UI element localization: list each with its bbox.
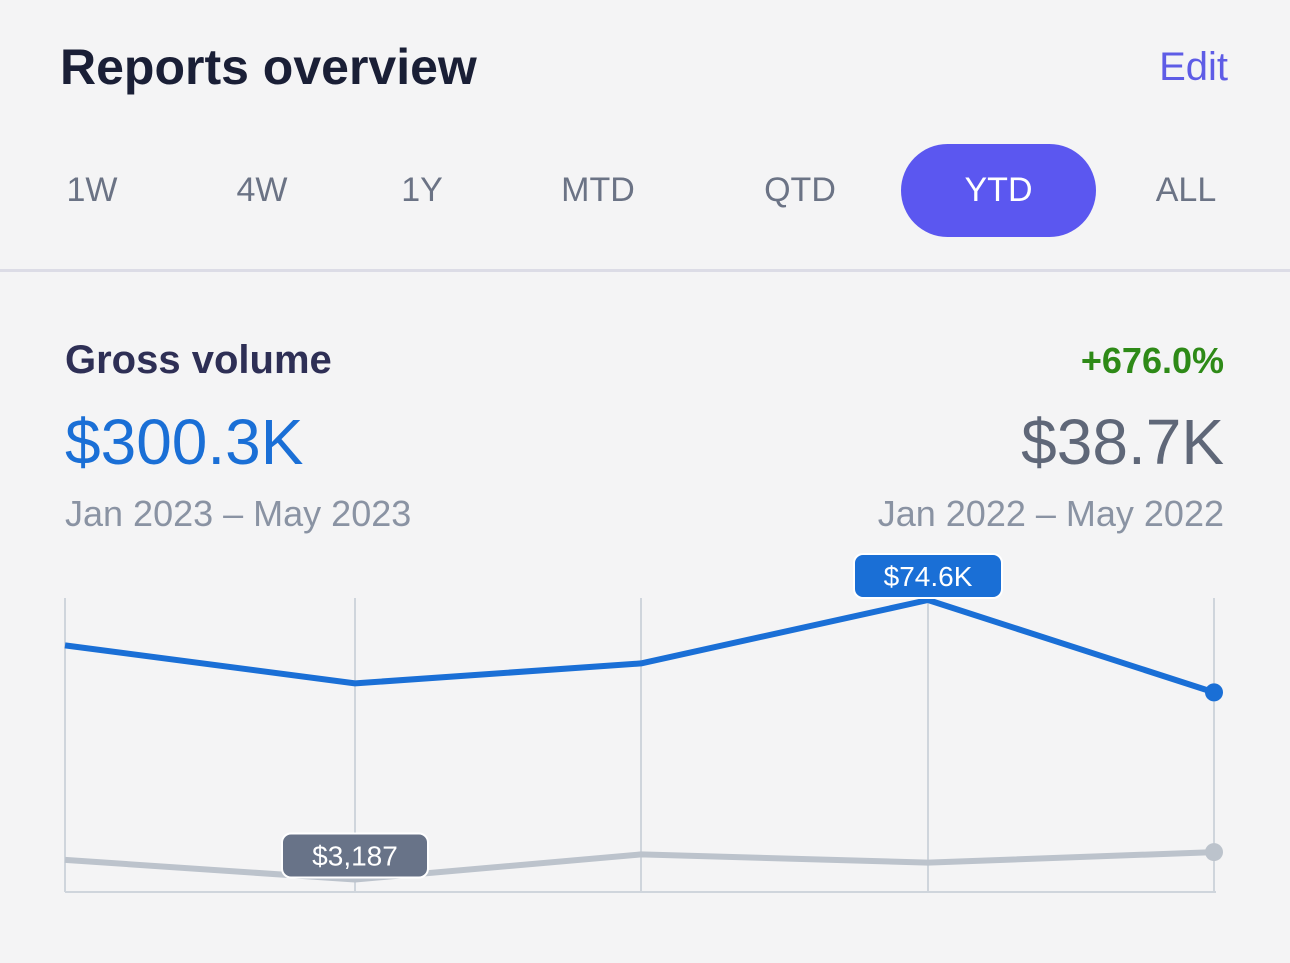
series-line-1 — [64, 849, 1215, 883]
series-endpoint-0 — [1205, 683, 1223, 702]
data-label: $74.6K — [884, 561, 973, 592]
series-line-0 — [64, 597, 1215, 696]
data-label: $3,187 — [312, 841, 398, 872]
metric-name: Gross volume — [65, 338, 332, 382]
previous-value: $38.7K — [1021, 406, 1224, 478]
data-label-bg — [281, 832, 429, 879]
previous-range: Jan 2022 – May 2022 — [877, 493, 1224, 534]
page-title: Reports overview — [60, 39, 477, 95]
tab-mtd[interactable]: MTD — [561, 171, 635, 209]
data-label-bg — [853, 553, 1003, 599]
edit-button[interactable]: Edit — [1159, 45, 1228, 89]
tab-1y[interactable]: 1Y — [401, 171, 443, 209]
change-percent: +676.0% — [1080, 340, 1224, 381]
tab-ytd[interactable]: YTD — [901, 144, 1096, 237]
tab-qtd[interactable]: QTD — [764, 171, 836, 209]
tab-4w[interactable]: 4W — [236, 171, 288, 209]
tab-1w[interactable]: 1W — [66, 171, 118, 209]
period-tabs: 1W 4W 1Y MTD QTD YTD ALL — [0, 144, 1290, 237]
current-value: $300.3K — [65, 406, 304, 478]
series-endpoint-1 — [1205, 843, 1223, 862]
tab-all[interactable]: ALL — [1155, 171, 1217, 209]
current-range: Jan 2023 – May 2023 — [65, 493, 412, 534]
divider — [0, 269, 1290, 272]
